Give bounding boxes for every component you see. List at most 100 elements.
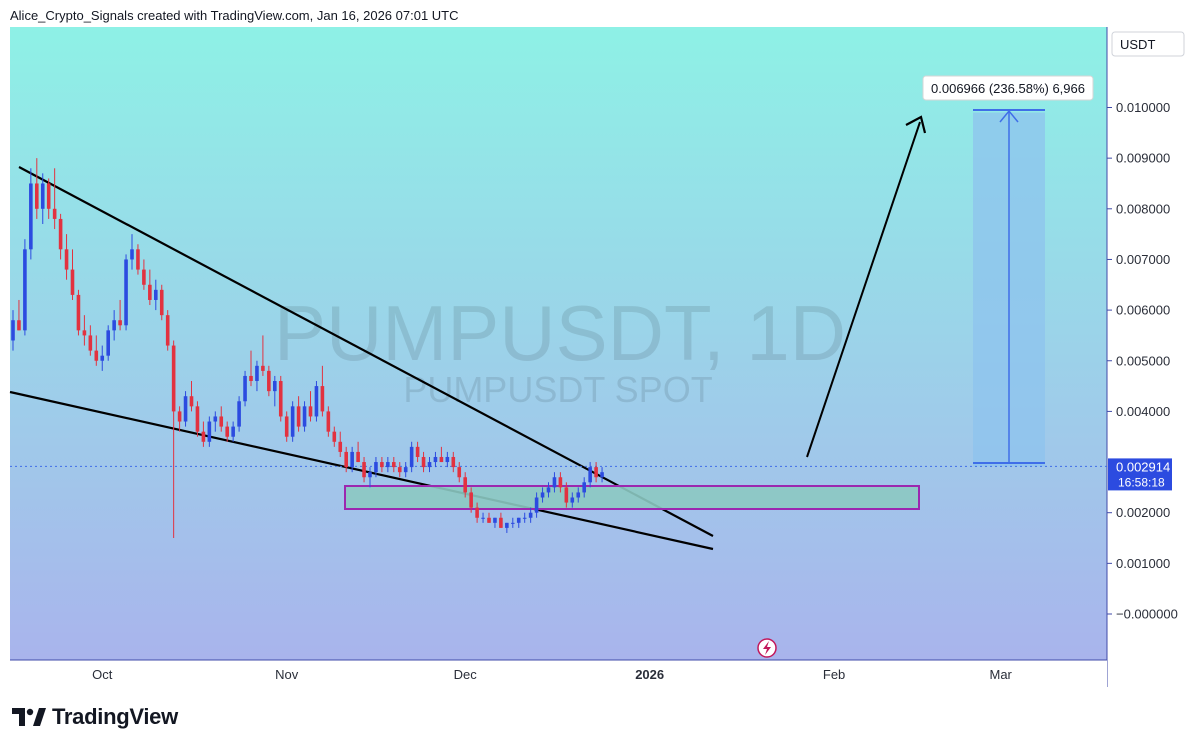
candle-down[interactable]	[469, 492, 473, 508]
candle-up[interactable]	[350, 451, 354, 468]
candle-up[interactable]	[302, 406, 307, 427]
candle-down[interactable]	[52, 208, 57, 219]
candle-up[interactable]	[493, 517, 497, 523]
candle-down[interactable]	[201, 431, 206, 442]
candle-up[interactable]	[600, 472, 604, 478]
candle-down[interactable]	[64, 249, 69, 270]
candle-up[interactable]	[427, 462, 432, 468]
candle-down[interactable]	[267, 370, 271, 392]
candle-down[interactable]	[397, 467, 402, 473]
candle-up[interactable]	[534, 497, 539, 513]
candle-up[interactable]	[112, 320, 116, 331]
candle-up[interactable]	[23, 249, 27, 331]
candle-up[interactable]	[582, 482, 586, 493]
candle-down[interactable]	[148, 284, 152, 300]
candle-up[interactable]	[29, 183, 33, 250]
candle-down[interactable]	[278, 381, 283, 417]
candle-down[interactable]	[344, 451, 348, 468]
candle-down[interactable]	[70, 269, 75, 295]
candle-up[interactable]	[130, 249, 134, 260]
candle-down[interactable]	[415, 446, 420, 457]
candle-up[interactable]	[273, 381, 277, 392]
support-zone[interactable]	[344, 485, 920, 510]
candle-up[interactable]	[528, 512, 533, 518]
candle-up[interactable]	[154, 289, 158, 300]
candle-down[interactable]	[225, 426, 229, 437]
candle-up[interactable]	[183, 396, 188, 422]
candle-down[interactable]	[171, 345, 176, 412]
candle-down[interactable]	[421, 456, 426, 468]
candle-down[interactable]	[118, 320, 122, 326]
candlestick-series[interactable]	[11, 158, 604, 539]
candle-down[interactable]	[219, 416, 224, 427]
candle-up[interactable]	[522, 517, 527, 519]
candle-up[interactable]	[207, 421, 212, 442]
candle-down[interactable]	[475, 507, 479, 518]
candle-up[interactable]	[231, 426, 235, 437]
candle-down[interactable]	[249, 375, 253, 382]
candle-down[interactable]	[451, 456, 456, 468]
candle-down[interactable]	[457, 467, 462, 478]
candle-up[interactable]	[243, 375, 247, 402]
candle-up[interactable]	[255, 365, 259, 382]
candle-up[interactable]	[106, 330, 110, 356]
candle-down[interactable]	[392, 462, 396, 468]
candle-down[interactable]	[308, 406, 313, 417]
candle-down[interactable]	[594, 467, 598, 478]
candle-down[interactable]	[558, 477, 563, 488]
candle-down[interactable]	[159, 289, 164, 316]
candle-down[interactable]	[320, 386, 325, 412]
candle-up[interactable]	[100, 355, 105, 361]
candle-down[interactable]	[136, 249, 140, 270]
candle-down[interactable]	[58, 218, 63, 250]
candle-down[interactable]	[195, 406, 200, 432]
candle-up[interactable]	[576, 492, 581, 498]
candle-up[interactable]	[213, 416, 218, 422]
wedge-lower-trendline[interactable]	[9, 390, 714, 551]
candle-up[interactable]	[290, 406, 295, 437]
candle-down[interactable]	[564, 487, 569, 503]
candle-down[interactable]	[439, 456, 444, 463]
candle-up[interactable]	[588, 467, 592, 483]
candle-down[interactable]	[35, 183, 39, 209]
candle-down[interactable]	[189, 396, 194, 407]
candle-down[interactable]	[177, 411, 182, 422]
candle-down[interactable]	[499, 517, 503, 528]
candle-down[interactable]	[76, 294, 81, 331]
candle-down[interactable]	[380, 462, 384, 468]
candle-up[interactable]	[11, 320, 15, 341]
candle-up[interactable]	[433, 456, 438, 463]
currency-badge[interactable]	[1111, 31, 1185, 57]
candle-up[interactable]	[368, 472, 372, 478]
candle-down[interactable]	[338, 441, 343, 452]
candle-down[interactable]	[332, 431, 337, 442]
candle-down[interactable]	[296, 406, 301, 427]
candle-down[interactable]	[142, 269, 146, 285]
candle-down[interactable]	[356, 451, 360, 463]
candle-up[interactable]	[505, 522, 509, 528]
candle-up[interactable]	[570, 497, 575, 503]
candle-up[interactable]	[445, 456, 450, 463]
candle-down[interactable]	[362, 462, 366, 478]
candle-down[interactable]	[94, 350, 99, 361]
candle-up[interactable]	[374, 462, 378, 473]
candle-up[interactable]	[516, 517, 521, 523]
candle-down[interactable]	[487, 517, 491, 523]
candle-up[interactable]	[314, 386, 319, 417]
candle-up[interactable]	[546, 487, 551, 493]
candle-down[interactable]	[82, 330, 87, 336]
candle-down[interactable]	[463, 477, 467, 493]
lightning-event-icon[interactable]	[757, 638, 777, 658]
candle-down[interactable]	[46, 183, 51, 209]
candle-down[interactable]	[88, 335, 93, 351]
candle-up[interactable]	[511, 522, 515, 524]
candle-up[interactable]	[481, 517, 485, 519]
candle-up[interactable]	[409, 446, 414, 468]
candle-up[interactable]	[540, 492, 545, 498]
candle-up[interactable]	[124, 259, 128, 326]
candle-up[interactable]	[403, 467, 408, 473]
candle-up[interactable]	[40, 183, 45, 209]
candle-up[interactable]	[552, 477, 557, 488]
candle-down[interactable]	[261, 365, 265, 371]
